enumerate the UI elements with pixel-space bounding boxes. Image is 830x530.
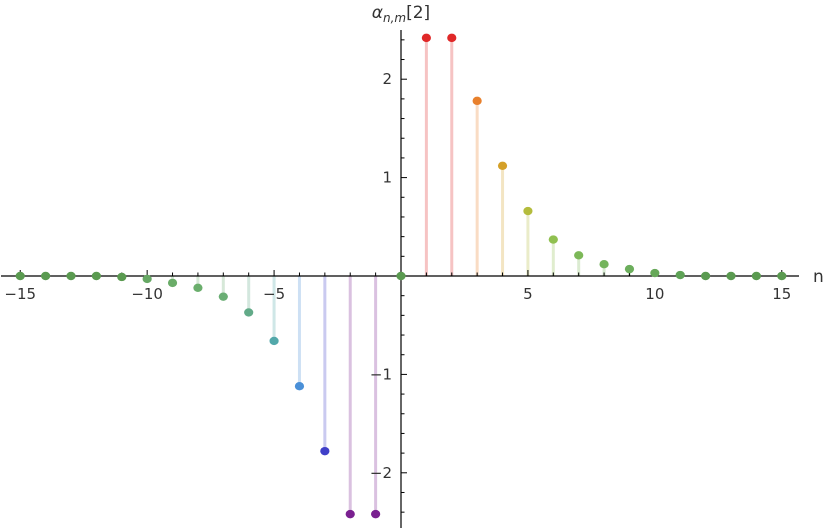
data-point [472, 96, 482, 106]
x-axis-title: n [813, 267, 824, 287]
data-point [193, 283, 203, 293]
y-axis-title-subscript: n,m [383, 11, 406, 25]
data-point [371, 509, 381, 519]
y-axis-title-base: α [372, 3, 383, 23]
data-point [599, 259, 609, 269]
data-point [548, 235, 558, 244]
data-point [345, 509, 355, 519]
data-point [523, 206, 533, 216]
y-tick-label: −2 [370, 464, 392, 482]
data-point [777, 271, 787, 281]
x-tick-label: 5 [523, 285, 533, 303]
data-point [574, 251, 584, 260]
y-tick-label: 2 [382, 70, 392, 88]
data-point [117, 272, 127, 282]
data-points [15, 33, 787, 519]
data-point [396, 271, 406, 281]
data-point [218, 292, 228, 301]
y-tick-label: −1 [370, 365, 392, 383]
data-point [167, 278, 178, 288]
data-point [701, 271, 711, 281]
x-tick-label: −5 [263, 285, 285, 303]
y-axis-title-suffix: [2] [406, 3, 430, 23]
data-point [41, 271, 51, 281]
data-point [66, 271, 76, 281]
data-point [91, 271, 101, 281]
data-point [244, 308, 254, 317]
data-point [624, 264, 635, 274]
data-point [294, 382, 305, 391]
x-tick-label: 10 [645, 285, 664, 303]
data-point [142, 274, 152, 284]
y-axis-title: αn,m[2] [372, 3, 430, 25]
y-tick-label: 1 [382, 169, 392, 187]
data-point [447, 33, 457, 43]
data-point [15, 271, 25, 281]
data-point [726, 271, 736, 281]
x-tick-label: −10 [131, 285, 163, 303]
data-point [320, 446, 330, 456]
data-point [650, 268, 660, 278]
data-point [675, 270, 685, 280]
data-point [421, 33, 431, 43]
data-point [751, 271, 761, 281]
tick-labels: −15 −10 −5 5 10 15 −2 −1 1 2 [4, 70, 791, 482]
data-point [269, 336, 279, 346]
stem-lines [120, 37, 682, 515]
x-tick-label: 15 [772, 285, 791, 303]
data-point [497, 161, 508, 170]
x-tick-label: −15 [4, 285, 36, 303]
